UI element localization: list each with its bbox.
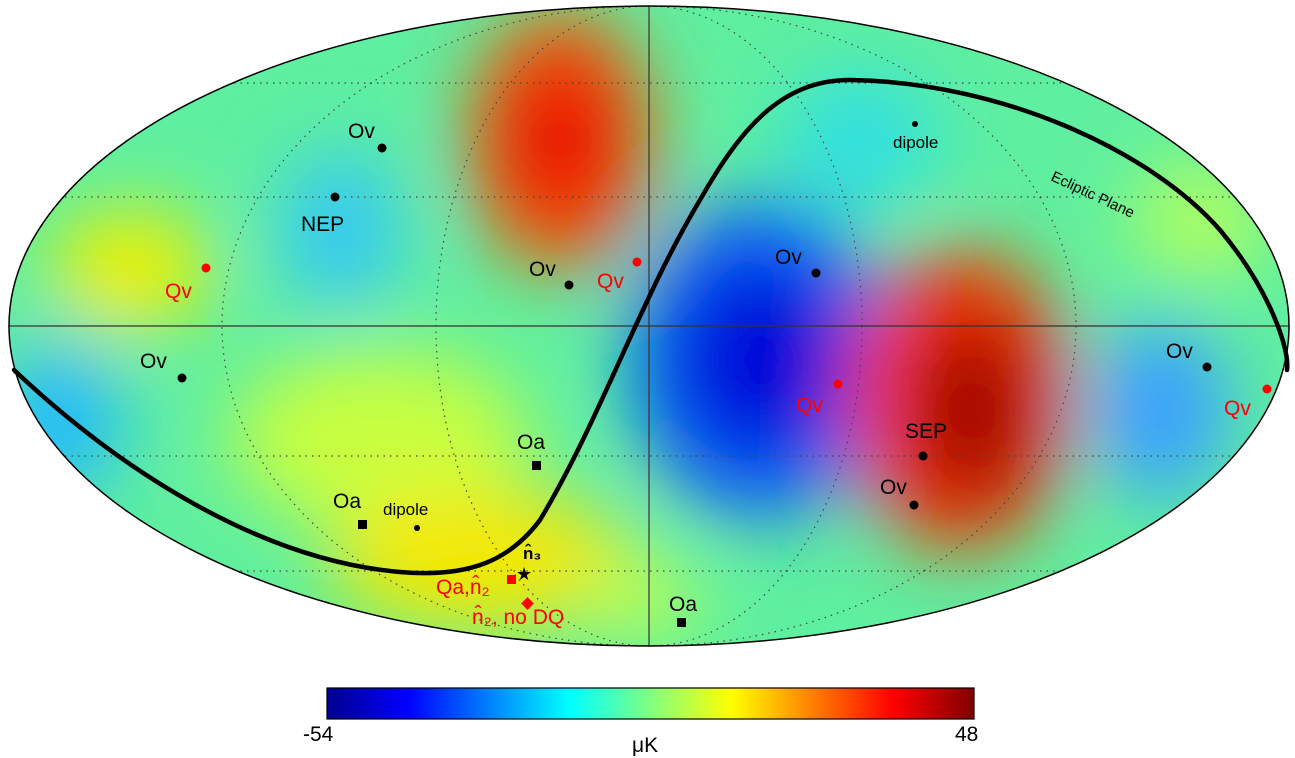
qv-marker-1 [201,263,211,273]
qv-marker-2 [632,257,642,267]
ov-marker-2 [564,280,574,290]
nep-marker [330,192,340,202]
dipole-marker-top [912,121,918,127]
ov-label-6: Ov [880,476,907,499]
qa-n2-marker [507,575,516,584]
oa-marker-3 [677,618,686,627]
ov-marker-5 [1202,362,1212,372]
n3-label: n̂₃ [523,543,541,563]
black-dot-markers [177,121,1212,531]
oa-label-1: Oa [517,431,545,454]
oa-label-2: Oa [333,490,361,513]
ov-label-1: Ov [348,120,375,143]
n3-star-icon: ★ [516,564,532,585]
oa-marker-1 [532,461,541,470]
colorbar-unit-label: μK [632,734,658,757]
colorbar-max-label: 48 [955,723,978,746]
qv-label-3: Qv [796,394,823,417]
sep-label: SEP [905,420,947,443]
ov-label-3: Ov [775,246,802,269]
ov-marker-1 [377,143,387,153]
colorbar: -54 48 μK [303,687,978,757]
oa-marker-2 [358,520,367,529]
dipole-marker-bottom [414,525,420,531]
ov-label-4: Ov [140,350,167,373]
dipole-label-bottom: dipole [383,500,428,519]
red-dot-markers [201,257,1272,394]
qv-label-4: Qv [1224,397,1251,420]
sep-marker [918,451,928,461]
colorbar-gradient [326,687,975,720]
qv-marker-4 [1262,384,1272,394]
ov-label-2: Ov [529,258,556,281]
ov-marker-6 [909,500,919,510]
qv-label-2: Qv [597,270,624,293]
nep-label: NEP [301,213,344,236]
qv-label-1: Qv [165,280,192,303]
qv-marker-3 [833,379,843,389]
axes [9,6,1289,646]
ecliptic-plane-curve [11,77,1290,576]
colorbar-min-label: -54 [303,723,334,746]
map-boundary [8,5,1290,647]
dipole-label-top: dipole [893,133,938,152]
map-labels: Ov NEP Ov Ov Ov Ov SEP Ov dipole dipole … [140,120,1251,629]
n2-no-dq-label: n̂₂, no DQ [472,606,564,629]
ov-label-5: Ov [1166,340,1193,363]
ov-marker-4 [177,373,187,383]
oa-label-3: Oa [669,593,697,616]
ov-marker-3 [811,268,821,278]
qa-n2-label: Qa,n̂₂ [436,576,490,599]
